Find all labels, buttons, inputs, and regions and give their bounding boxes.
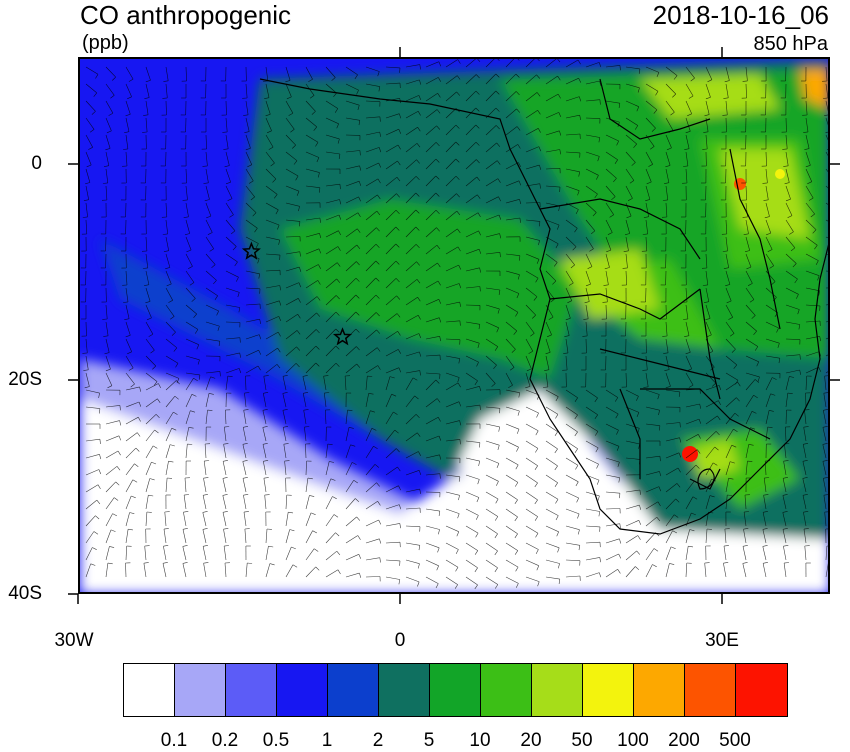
colorbar-label: 0.5 — [251, 730, 301, 752]
x-tick-label: 30W — [44, 630, 104, 652]
colorbar-swatch — [583, 664, 634, 716]
colorbar — [123, 663, 788, 717]
colorbar-swatch — [277, 664, 328, 716]
colorbar-swatch — [226, 664, 277, 716]
colorbar-swatch — [685, 664, 736, 716]
colorbar-label: 500 — [710, 730, 760, 752]
colorbar-swatch — [124, 664, 175, 716]
colorbar-label: 5 — [404, 730, 454, 752]
colorbar-label: 100 — [608, 730, 658, 752]
colorbar-swatch — [481, 664, 532, 716]
colorbar-label: 2 — [353, 730, 403, 752]
y-tick-label: 0 — [0, 153, 42, 175]
colorbar-swatch — [736, 664, 787, 716]
colorbar-swatch — [532, 664, 583, 716]
colorbar-label: 0.2 — [200, 730, 250, 752]
x-tick-label: 0 — [370, 630, 430, 652]
colorbar-label: 50 — [557, 730, 607, 752]
x-tick-label: 30E — [692, 630, 752, 652]
colorbar-swatch — [634, 664, 685, 716]
colorbar-label: 0.1 — [149, 730, 199, 752]
colorbar-label: 20 — [506, 730, 556, 752]
colorbar-swatch — [175, 664, 226, 716]
colorbar-swatch — [430, 664, 481, 716]
colorbar-label: 200 — [659, 730, 709, 752]
y-tick-label: 40S — [0, 583, 42, 605]
y-tick-label: 20S — [0, 369, 42, 391]
colorbar-swatch — [379, 664, 430, 716]
colorbar-label: 1 — [302, 730, 352, 752]
colorbar-swatch — [328, 664, 379, 716]
colorbar-label: 10 — [455, 730, 505, 752]
